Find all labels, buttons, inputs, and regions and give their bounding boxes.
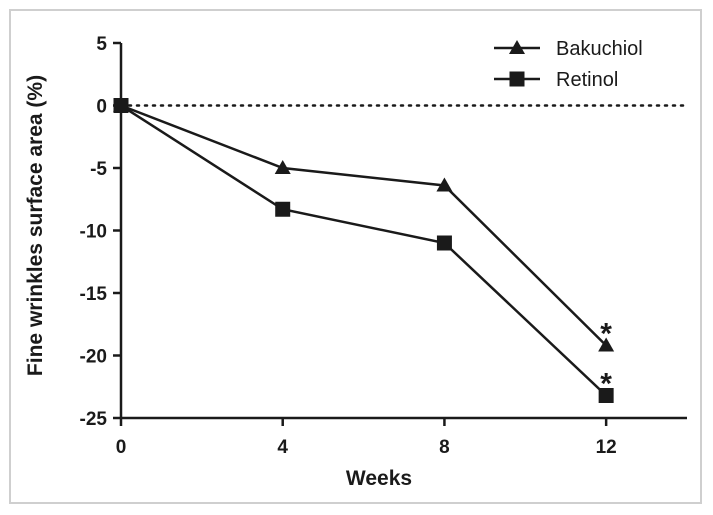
- chart-frame: [9, 9, 702, 504]
- significance-marker: *: [600, 318, 612, 351]
- y-tick-label: -5: [90, 159, 107, 180]
- y-tick-label: 0: [96, 97, 107, 118]
- x-axis-title: Weeks: [346, 467, 412, 490]
- data-point-bakuchiol: [598, 337, 615, 352]
- y-tick-label: -25: [80, 409, 108, 430]
- data-point-retinol: [436, 235, 452, 251]
- series-layer: **: [113, 97, 615, 403]
- x-tick-label: 0: [116, 437, 127, 458]
- data-point-bakuchiol: [274, 160, 291, 174]
- y-tick-label: -10: [80, 222, 107, 243]
- legend: Bakuchiol Retinol: [494, 38, 643, 91]
- legend-marker-retinol: [509, 71, 525, 87]
- legend-label-bakuchiol: Bakuchiol: [556, 38, 643, 60]
- data-point-bakuchiol: [436, 177, 453, 192]
- axes-layer: 5 0 -5 -10 -15 -20 -25 0 4 8 12: [80, 34, 689, 458]
- x-tick-label: 8: [439, 437, 450, 458]
- data-point-retinol: [598, 388, 614, 403]
- series-line-bakuchiol: [120, 104, 608, 347]
- data-point-retinol: [275, 201, 291, 217]
- significance-marker: *: [600, 368, 612, 401]
- legend-marker-bakuchiol: [509, 40, 525, 54]
- series-line-retinol: [120, 104, 608, 397]
- legend-label-retinol: Retinol: [556, 69, 618, 91]
- x-tick-label: 4: [277, 437, 288, 458]
- y-tick-label: -20: [80, 347, 107, 368]
- x-tick-label: 12: [596, 437, 617, 458]
- y-tick-label: 5: [96, 34, 107, 55]
- y-axis-title: Fine wrinkles surface area (%): [24, 75, 47, 376]
- data-point-retinol: [113, 98, 129, 113]
- y-tick-label: -15: [80, 284, 108, 305]
